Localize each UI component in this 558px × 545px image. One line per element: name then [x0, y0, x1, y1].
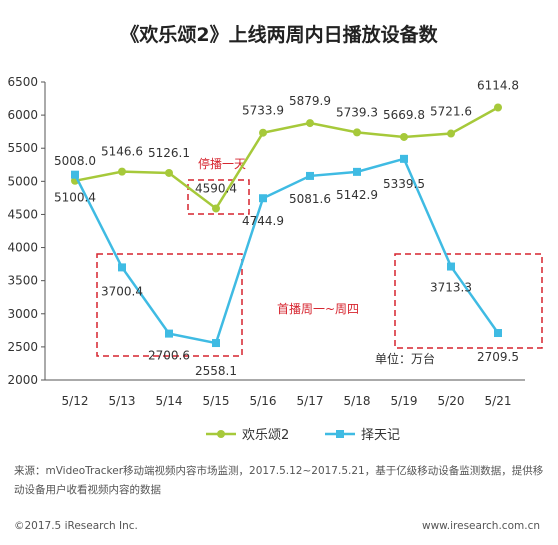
y-tick-label: 2000 — [7, 373, 38, 387]
series-1-point — [400, 132, 408, 141]
data-label: 4744.9 — [242, 214, 284, 228]
x-tick-label: 5/13 — [109, 394, 136, 408]
x-tick-label: 5/18 — [344, 394, 371, 408]
series-2-point — [306, 171, 314, 180]
annotation-weekdays: 首播周一~周四 — [277, 302, 359, 316]
data-label: 5081.6 — [289, 192, 331, 206]
data-label: 4590.4 — [195, 181, 237, 195]
series-1-point — [212, 204, 220, 213]
data-label: 2709.5 — [477, 350, 519, 364]
data-label: 5008.0 — [54, 154, 96, 168]
series-2-point — [71, 170, 79, 179]
line-chart: 2000 2500 3000 3500 4000 4500 5000 5500 6000 6500… — [7, 75, 543, 443]
second-week-highlight-box — [394, 253, 543, 349]
data-label: 5100.4 — [54, 191, 96, 205]
unit-label: 单位：万台 — [375, 351, 435, 366]
series-2-point — [353, 167, 361, 176]
copyright-text: ©2017.5 iResearch Inc. — [14, 520, 138, 532]
annotation-pause: 停播一天 — [198, 156, 246, 171]
data-label: 5721.6 — [430, 105, 472, 119]
x-tick-label: 5/21 — [485, 394, 512, 408]
x-tick-label: 5/20 — [438, 394, 465, 408]
x-tick-label: 5/14 — [156, 394, 183, 408]
data-label: 3713.3 — [430, 281, 472, 295]
y-tick-label: 5500 — [7, 141, 38, 155]
series-1-point — [447, 129, 455, 138]
series-2-point — [447, 262, 455, 271]
series-1-point — [259, 128, 267, 137]
series-1-point — [494, 103, 502, 112]
data-label: 5339.5 — [383, 177, 425, 191]
series-1-point — [353, 128, 361, 137]
series-1-point — [118, 167, 126, 176]
data-label: 5142.9 — [336, 188, 378, 202]
data-label: 5739.3 — [336, 105, 378, 119]
y-tick-label: 4000 — [7, 241, 38, 255]
series-2-point — [212, 339, 220, 348]
data-label: 5146.6 — [101, 145, 143, 159]
website-text: www.iresearch.com.cn — [421, 520, 540, 532]
first-week-highlight-box — [96, 253, 243, 357]
series-line-1 — [74, 106, 499, 211]
x-tick-label: 5/12 — [62, 394, 89, 408]
pause-highlight-box — [187, 179, 250, 215]
chart-title: 《欢乐颂2》上线两周内日播放设备数 — [120, 24, 438, 46]
source-note: 来源：mVideoTracker移动端视频内容市场监测，2017.5.12~20… — [14, 465, 544, 496]
y-tick-label: 6500 — [7, 75, 38, 89]
y-tick-label: 3500 — [7, 274, 38, 288]
y-tick-label: 2500 — [7, 340, 38, 354]
legend-marker-2 — [336, 430, 344, 438]
data-label: 6114.8 — [477, 79, 519, 93]
data-label: 2700.6 — [148, 349, 190, 363]
legend-marker-1 — [217, 430, 225, 438]
data-label: 5126.1 — [148, 146, 190, 160]
series-2-point — [165, 329, 173, 338]
series-2-point — [118, 263, 126, 272]
y-tick-label: 5000 — [7, 174, 38, 188]
data-label: 2558.1 — [195, 364, 237, 378]
y-tick-label: 4500 — [7, 207, 38, 221]
legend-label-2: 择天记 — [361, 428, 400, 443]
x-tick-label: 5/16 — [250, 394, 277, 408]
y-tick-label: 3000 — [7, 307, 38, 321]
x-tick-label: 5/19 — [391, 394, 418, 408]
series-2-point — [400, 154, 408, 163]
data-label: 5879.9 — [289, 94, 331, 108]
series-line-2 — [73, 157, 500, 345]
y-tick-label: 6000 — [7, 108, 38, 122]
data-label: 5669.8 — [383, 108, 425, 122]
data-label: 5733.9 — [242, 104, 284, 118]
x-tick-label: 5/17 — [297, 394, 324, 408]
series-1-point — [165, 168, 173, 177]
x-tick-label: 5/15 — [203, 394, 230, 408]
legend-label-1: 欢乐颂2 — [242, 428, 289, 443]
series-2-point — [494, 329, 502, 338]
data-label: 3700.4 — [101, 284, 143, 298]
series-1-point — [306, 119, 314, 128]
series-2-point — [259, 194, 267, 203]
